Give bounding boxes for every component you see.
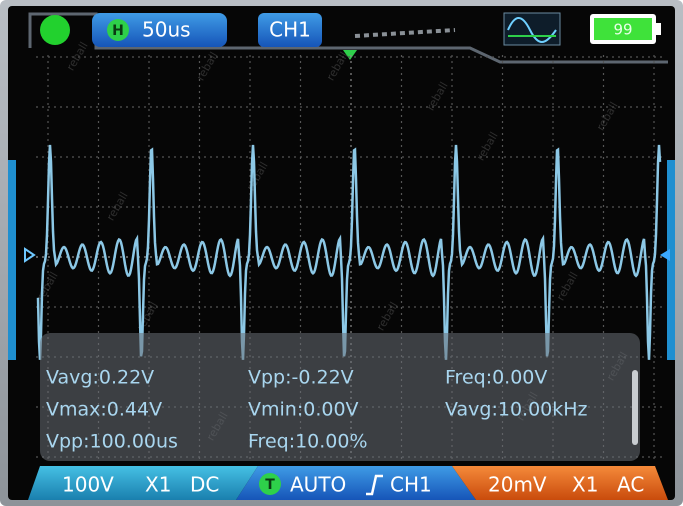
channel2-tab[interactable]	[452, 466, 668, 500]
trigger-icon	[259, 473, 281, 495]
top-frame-line	[28, 12, 668, 64]
measurement: Vavg:10.00kHz	[445, 399, 588, 421]
trigger-tab[interactable]	[236, 466, 476, 500]
trigger-source: CH1	[390, 473, 432, 497]
battery-tip	[656, 23, 661, 35]
measurements: Vavg:0.22V Vpp:-0.22V Freq:0.00V Vmax:0.44V…	[46, 367, 588, 453]
ch2-scale: 20mV	[488, 473, 547, 497]
rising-edge-icon	[366, 474, 383, 496]
panel-scrollbar	[632, 370, 638, 445]
time-icon	[107, 19, 129, 41]
ch1-probe: X1	[145, 473, 171, 497]
trigger-mode: AUTO	[290, 473, 346, 497]
measurement: Vmin:0.00V	[248, 399, 359, 421]
measurement: Freq:10.00%	[248, 431, 368, 453]
channel-box	[258, 13, 322, 47]
timebase-pill	[92, 13, 227, 47]
measurement: Vpp:100.00us	[46, 431, 178, 453]
ch1-scale: 100V	[62, 473, 114, 497]
channel1-tab[interactable]	[28, 466, 258, 500]
measurement: Vpp:-0.22V	[248, 367, 354, 389]
measurement: Freq:0.00V	[445, 367, 547, 389]
left-edge-bar	[8, 160, 16, 360]
right-edge-bar	[667, 160, 675, 360]
ch1-coupling: DC	[190, 473, 219, 497]
wave-icon-box	[503, 12, 561, 46]
time-icon-label: H	[112, 23, 124, 39]
ground-marker	[24, 247, 36, 263]
trigger-position-marker	[343, 50, 357, 60]
measurement-panel	[40, 333, 640, 461]
battery-value: 99	[613, 21, 632, 39]
channel: CH1	[269, 18, 311, 42]
progress-dashes	[354, 28, 456, 38]
wave-icon	[507, 17, 557, 43]
measurement: Vmax:0.44V	[46, 399, 162, 421]
run-indicator	[40, 15, 70, 45]
ch2-coupling: AC	[617, 473, 644, 497]
battery-level	[594, 18, 652, 40]
timebase: 50us	[142, 18, 191, 42]
ch2-probe: X1	[572, 473, 598, 497]
trigger-level-marker	[660, 249, 670, 261]
measurement: Vavg:0.22V	[46, 367, 154, 389]
trigger-icon-label: T	[265, 477, 275, 493]
